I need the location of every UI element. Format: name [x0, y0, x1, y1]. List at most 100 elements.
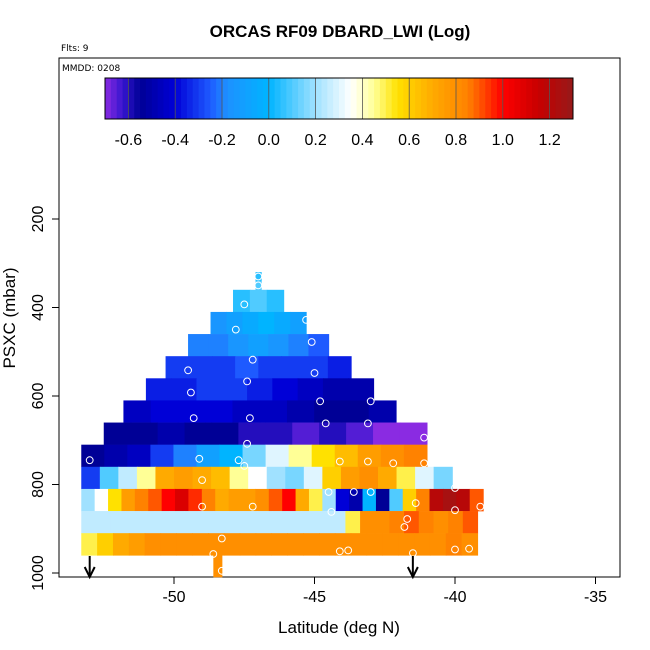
- heatmap-cell: [99, 466, 119, 490]
- colorbar-segment: [502, 78, 510, 119]
- heatmap-cell: [281, 356, 306, 379]
- heatmap-cell: [290, 311, 307, 335]
- heatmap-cell: [414, 533, 431, 556]
- colorbar-segment: [315, 78, 322, 119]
- colorbar-segment: [251, 78, 258, 119]
- flight-point: [400, 523, 409, 531]
- heatmap-cell: [266, 289, 285, 313]
- flight-point: [344, 546, 353, 555]
- heatmap-cell: [249, 289, 268, 313]
- heatmap-cell: [334, 533, 352, 556]
- heatmap-cell: [175, 488, 190, 512]
- heatmap-cell: [255, 533, 273, 556]
- heatmap-cell: [255, 280, 262, 291]
- y-tick-label: 800: [30, 471, 47, 498]
- heatmap-cell: [301, 511, 317, 534]
- colorbar-tick-label: 0.0: [258, 132, 280, 149]
- colorbar-segment: [309, 78, 317, 119]
- flight-point: [335, 457, 344, 466]
- heatmap-cell: [285, 466, 305, 490]
- heatmap-cell: [258, 311, 275, 335]
- heatmap-cell: [357, 444, 382, 468]
- flight-point: [310, 369, 319, 377]
- colorbar-segment: [216, 78, 223, 119]
- heatmap-cell: [345, 511, 361, 534]
- heatmap-cell: [97, 533, 114, 556]
- heatmap-cell: [247, 378, 273, 401]
- flight-point: [366, 488, 375, 496]
- heatmap-cell: [188, 488, 203, 512]
- heatmap-cell: [292, 422, 320, 445]
- x-tick-label: -50: [162, 589, 185, 606]
- y-tick-label: 600: [30, 383, 47, 410]
- flight-point: [307, 338, 316, 346]
- colorbar-segment: [549, 78, 556, 119]
- heatmap-cell: [255, 488, 270, 512]
- heatmap-cell: [272, 511, 288, 534]
- heatmap-cell: [242, 311, 259, 335]
- colorbar-segment: [333, 78, 340, 119]
- heatmap-cell: [221, 378, 248, 401]
- heatmap-cell: [169, 511, 185, 534]
- colorbar-segment: [105, 78, 112, 119]
- heatmap-cell: [242, 444, 267, 468]
- colorbar-segment: [385, 78, 393, 119]
- colorbar-segment: [426, 78, 434, 119]
- heatmap-cell: [398, 533, 415, 556]
- heatmap-cell: [81, 466, 101, 490]
- heatmap-cell: [429, 488, 444, 512]
- flight-point: [243, 439, 252, 448]
- heatmap-cell: [239, 533, 257, 556]
- heatmap-cell: [366, 533, 383, 556]
- colorbar-segment: [520, 78, 527, 119]
- heatmap-cell: [208, 334, 229, 357]
- flight-point: [420, 459, 429, 468]
- heatmap-cell: [136, 466, 157, 490]
- heatmap-cell: [373, 422, 401, 445]
- heatmap-cell: [272, 378, 299, 401]
- colorbar-segment: [420, 78, 428, 119]
- flight-point: [465, 544, 474, 553]
- flight-point: [411, 499, 420, 508]
- colorbar-segment: [368, 78, 375, 119]
- heatmap-cell: [399, 422, 428, 445]
- heatmap-cell: [288, 444, 313, 468]
- heatmap-cell: [228, 511, 244, 534]
- heatmap-cell: [196, 444, 221, 468]
- heatmap-cell: [233, 289, 251, 313]
- heatmap-cell: [308, 334, 330, 357]
- colorbar-segment: [461, 78, 469, 119]
- heatmap-cell: [259, 400, 288, 423]
- heatmap-cell: [297, 378, 324, 401]
- heatmap-cell: [448, 511, 464, 534]
- heatmap-cell: [127, 444, 151, 468]
- heatmap-cell: [382, 533, 399, 556]
- heatmap-cell: [286, 511, 302, 534]
- y-tick-label: 200: [30, 206, 47, 233]
- colorbar-segment: [134, 78, 141, 119]
- heatmap-cell: [282, 488, 297, 512]
- flight-point: [451, 545, 459, 554]
- heatmap-cell: [469, 488, 484, 512]
- heatmap-cell: [255, 272, 262, 282]
- colorbar-segment: [122, 78, 129, 119]
- colorbar-tick-label: -0.2: [208, 132, 236, 149]
- heatmap-cell: [429, 533, 447, 556]
- flight-point: [198, 476, 207, 485]
- colorbar-tick-labels: -0.6 -0.4 -0.2 0.0 0.2 0.4 0.6 0.8 1.0 1.2: [115, 132, 561, 149]
- colorbar-tick-label: 0.8: [445, 132, 467, 149]
- heatmap-cell: [303, 533, 320, 556]
- flight-point: [476, 502, 485, 511]
- heatmap-cell: [226, 311, 243, 335]
- heatmap-cell: [348, 378, 375, 401]
- heatmap-cell: [311, 444, 336, 468]
- flight-point: [187, 388, 195, 397]
- heatmap-cell: [327, 356, 352, 379]
- colorbar-gradient: [105, 78, 574, 119]
- heatmap-cell: [433, 466, 453, 490]
- flight-point: [335, 547, 344, 556]
- colorbar-segment: [286, 78, 293, 119]
- heatmap-cell: [322, 378, 349, 401]
- colorbar-segment: [391, 78, 398, 119]
- flight-point: [389, 459, 398, 468]
